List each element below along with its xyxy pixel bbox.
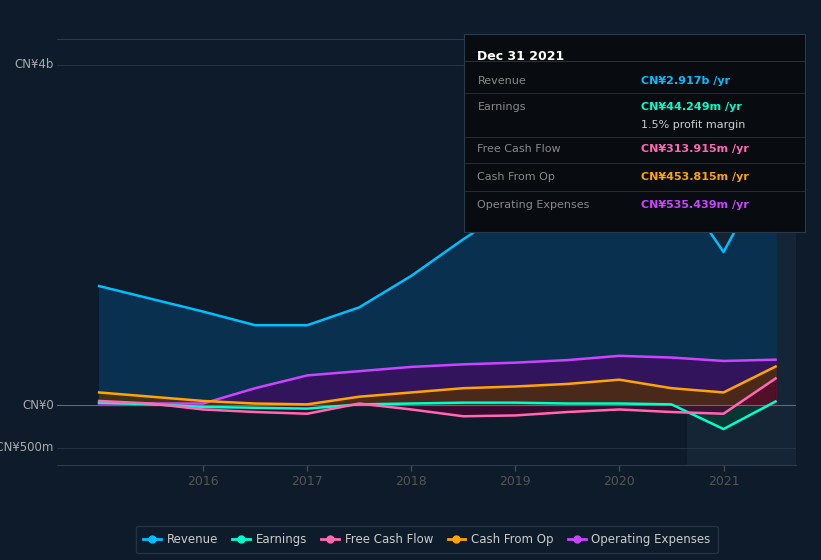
Text: CN¥453.815m /yr: CN¥453.815m /yr <box>641 172 749 182</box>
Text: Cash From Op: Cash From Op <box>478 172 555 182</box>
Text: 1.5% profit margin: 1.5% profit margin <box>641 120 745 130</box>
Text: CN¥313.915m /yr: CN¥313.915m /yr <box>641 144 749 154</box>
Text: Free Cash Flow: Free Cash Flow <box>478 144 561 154</box>
Text: Dec 31 2021: Dec 31 2021 <box>478 49 565 63</box>
Text: Operating Expenses: Operating Expenses <box>478 199 589 209</box>
Text: Earnings: Earnings <box>478 102 526 112</box>
Text: CN¥0: CN¥0 <box>22 399 54 412</box>
Text: Revenue: Revenue <box>478 76 526 86</box>
Legend: Revenue, Earnings, Free Cash Flow, Cash From Op, Operating Expenses: Revenue, Earnings, Free Cash Flow, Cash … <box>136 526 718 553</box>
Text: CN¥2.917b /yr: CN¥2.917b /yr <box>641 76 730 86</box>
Text: CN¥44.249m /yr: CN¥44.249m /yr <box>641 102 742 112</box>
Text: CN¥535.439m /yr: CN¥535.439m /yr <box>641 199 749 209</box>
Bar <box>687 39 796 465</box>
Text: -CN¥500m: -CN¥500m <box>0 441 54 454</box>
Text: CN¥4b: CN¥4b <box>15 58 54 71</box>
